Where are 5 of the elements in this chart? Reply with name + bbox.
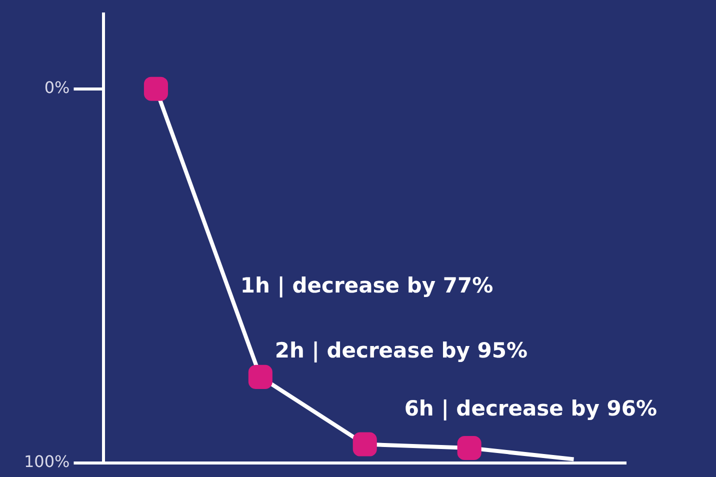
annotation: 2h | decrease by 95%: [274, 338, 528, 363]
annotation: 1h | decrease by 77%: [240, 273, 494, 298]
annotation: 6h | decrease by 96%: [404, 396, 658, 420]
y-tick-label: 100%: [24, 452, 70, 472]
y-tick-label: 0%: [44, 78, 70, 97]
